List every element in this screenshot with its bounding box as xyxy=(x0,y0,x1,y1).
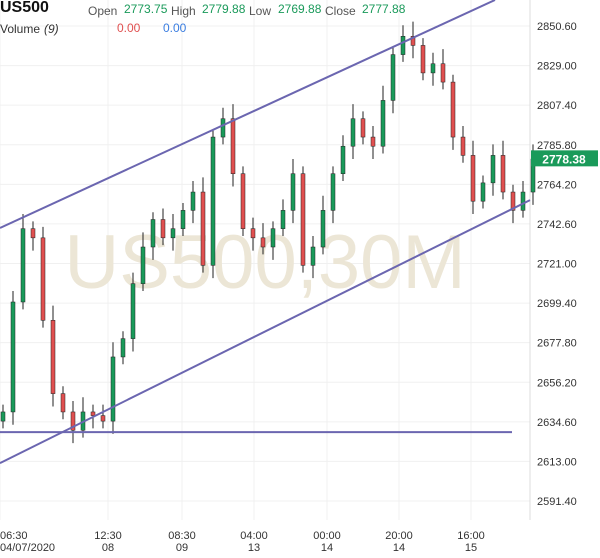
x-tick-date: 13 xyxy=(248,542,260,554)
candle-body xyxy=(230,118,236,174)
candle-body xyxy=(380,100,386,147)
candle-body xyxy=(490,155,496,184)
volume-label: Volume xyxy=(0,22,41,36)
candle-body xyxy=(330,173,336,211)
candle-body xyxy=(510,191,516,211)
candle-body xyxy=(250,228,256,239)
y-tick-label: 2807.40 xyxy=(537,100,577,112)
y-tick-label: 2656.20 xyxy=(537,377,577,389)
y-tick-label: 2850.60 xyxy=(537,21,577,33)
y-tick-label: 2634.60 xyxy=(537,417,577,429)
candle-body xyxy=(210,136,216,266)
candle-body xyxy=(120,338,126,358)
x-tick-date: 04/07/2020 xyxy=(0,542,55,554)
x-tick-date: 08 xyxy=(102,542,114,554)
candle-body xyxy=(100,415,106,422)
y-tick-label: 2591.40 xyxy=(537,496,577,508)
candle-body xyxy=(420,45,426,74)
y-tick-label: 2764.20 xyxy=(537,179,577,191)
low-value: 2769.88 xyxy=(278,2,322,16)
trend-line xyxy=(0,0,496,229)
x-tick-time: 16:00 xyxy=(457,530,485,542)
close-value: 2777.88 xyxy=(362,2,406,16)
x-tick-time: 00:00 xyxy=(313,530,341,542)
candle-body xyxy=(10,301,16,413)
candle-body xyxy=(280,210,286,229)
candle-body xyxy=(500,155,506,193)
candle-body xyxy=(370,136,376,147)
candle-body xyxy=(40,237,46,321)
candle-body xyxy=(90,411,96,416)
current-price-label: 2778.38 xyxy=(542,152,586,166)
candle-body xyxy=(460,136,466,156)
candle-body xyxy=(220,118,226,138)
y-tick-label: 2699.40 xyxy=(537,298,577,310)
candle-body xyxy=(240,173,246,229)
x-tick-time: 04:00 xyxy=(240,530,268,542)
candle-body xyxy=(150,219,156,248)
candle-body xyxy=(360,118,366,138)
y-tick-label: 2677.80 xyxy=(537,338,577,350)
open-value: 2773.75 xyxy=(124,2,168,16)
candle-body xyxy=(200,191,206,266)
candle-body xyxy=(180,210,186,229)
y-tick-label: 2829.00 xyxy=(537,61,577,73)
candle-body xyxy=(440,63,446,83)
candle-body xyxy=(160,219,166,239)
candle-body xyxy=(30,228,36,239)
candle-body xyxy=(480,182,486,202)
open-label: Open xyxy=(88,4,118,18)
candle-body xyxy=(60,393,66,413)
candle-body xyxy=(170,228,176,239)
x-tick-date: 09 xyxy=(176,542,188,554)
candle-body xyxy=(340,145,346,174)
candle-body xyxy=(400,36,406,55)
candle-body xyxy=(310,246,316,266)
volume-up: 0.00 xyxy=(163,21,187,35)
x-tick-time: 08:30 xyxy=(168,530,196,542)
x-tick-date: 14 xyxy=(321,542,333,554)
y-tick-label: 2613.00 xyxy=(537,456,577,468)
trend-line xyxy=(0,199,531,464)
y-tick-label: 2785.80 xyxy=(537,140,577,152)
x-tick-date: 14 xyxy=(393,542,405,554)
candle-body xyxy=(50,320,56,394)
x-tick-time: 20:00 xyxy=(385,530,413,542)
volume-down: 0.00 xyxy=(117,21,141,35)
candle-body xyxy=(520,191,526,211)
volume-period: (9) xyxy=(44,22,59,36)
candle-body xyxy=(20,228,26,303)
candle-body xyxy=(130,283,136,339)
candle-body xyxy=(290,173,296,211)
candle-body xyxy=(260,237,266,248)
candle-body xyxy=(430,63,436,74)
high-value: 2779.88 xyxy=(202,2,246,16)
candle-body xyxy=(320,210,326,248)
current-price-tag xyxy=(531,150,598,167)
candle-body xyxy=(110,356,116,422)
y-tick-label: 2721.00 xyxy=(537,259,577,271)
candle-body xyxy=(300,173,306,266)
x-tick-time: 06:30 xyxy=(0,530,28,542)
close-label: Close xyxy=(325,4,356,18)
x-tick-time: 12:30 xyxy=(94,530,122,542)
candle-body xyxy=(350,118,356,147)
candle-body xyxy=(470,155,476,202)
candle-body xyxy=(270,228,276,248)
candle-body xyxy=(450,81,456,138)
symbol: US500 xyxy=(0,0,49,16)
candle-body xyxy=(190,191,196,211)
candle-body xyxy=(140,246,146,284)
y-tick-label: 2742.60 xyxy=(537,219,577,231)
low-label: Low xyxy=(249,4,272,18)
candle-body xyxy=(70,411,76,431)
high-label: High xyxy=(171,4,196,18)
x-tick-date: 15 xyxy=(465,542,477,554)
candle-body xyxy=(410,36,416,46)
candle-body xyxy=(390,54,396,101)
candle-body xyxy=(0,411,6,422)
